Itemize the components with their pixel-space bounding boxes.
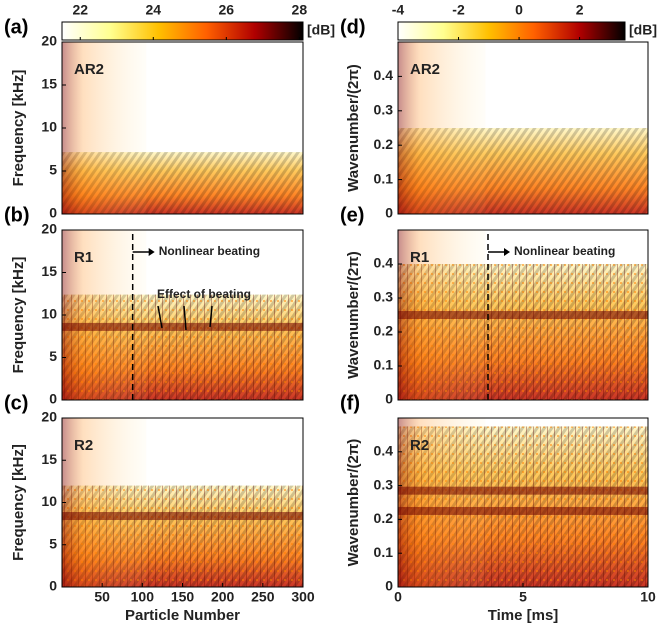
heatmap-onset <box>62 418 147 587</box>
colorbar-tick-label: -4 <box>392 2 405 18</box>
panel-letter: (c) <box>4 392 28 414</box>
panel-label: R1 <box>410 249 429 266</box>
colorbar-tick-label: -2 <box>452 2 465 18</box>
annotation-arrow <box>183 305 187 331</box>
y-tick-label: 15 <box>41 263 57 279</box>
y-tick-label: 0.3 <box>374 102 394 118</box>
colorbar-tick-label: 22 <box>72 2 88 18</box>
y-tick-label: 0 <box>49 391 57 407</box>
colorbar <box>397 21 626 41</box>
y-axis-label: Frequency [kHz] <box>10 70 27 187</box>
y-tick-label: 5 <box>49 535 57 551</box>
y-tick-label: 0 <box>49 578 57 594</box>
panel-letter: (e) <box>340 204 364 226</box>
x-tick-label: 5 <box>519 589 527 605</box>
y-tick-label: 5 <box>49 162 57 178</box>
panel-letter: (b) <box>4 204 30 226</box>
y-tick-label: 0 <box>385 205 393 221</box>
y-tick-label: 0.2 <box>374 510 394 526</box>
x-tick-label: 50 <box>94 589 110 605</box>
panel-label: R2 <box>410 437 429 454</box>
colorbar-tick-label: 28 <box>292 2 308 18</box>
y-tick-label: 0.2 <box>374 323 394 339</box>
y-tick-label: 0.1 <box>374 170 394 186</box>
panel-label: R2 <box>74 437 93 454</box>
y-tick-label: 10 <box>41 306 57 322</box>
annotation: Nonlinear beating <box>514 244 615 258</box>
annotation: Effect of beating <box>157 287 251 301</box>
y-tick-label: 0.2 <box>374 136 394 152</box>
heatmap-ridge <box>398 311 648 319</box>
x-axis-label: Particle Number <box>125 607 240 624</box>
plot-frame <box>397 229 649 401</box>
y-axis-label: Frequency [kHz] <box>10 444 27 561</box>
annotation: Nonlinear beating <box>159 244 260 258</box>
annotation-arrow <box>209 305 213 328</box>
panel-letter: (d) <box>340 16 366 38</box>
y-axis-label: Frequency [kHz] <box>10 257 27 374</box>
y-tick-label: 15 <box>41 451 57 467</box>
plot-frame <box>397 41 649 215</box>
y-tick-label: 0.1 <box>374 357 394 373</box>
colorbar <box>61 21 304 41</box>
y-axis-label: Wavenumber/(2π) <box>345 439 362 567</box>
y-tick-label: 5 <box>49 348 57 364</box>
arrow-head <box>148 248 155 256</box>
y-tick-label: 0.4 <box>374 67 394 83</box>
y-axis-label: Wavenumber/(2π) <box>345 64 362 192</box>
colorbar-unit: [dB] <box>629 22 657 38</box>
y-tick-label: 0.3 <box>374 476 394 492</box>
x-tick-label: 100 <box>131 589 155 605</box>
y-tick-label: 10 <box>41 493 57 509</box>
panel-label: AR2 <box>74 61 104 78</box>
annotation-arrow <box>157 305 163 329</box>
heatmap-ridge <box>62 512 303 521</box>
y-tick-label: 0.4 <box>374 255 394 271</box>
y-tick-label: 0.3 <box>374 289 394 305</box>
y-tick-label: 0 <box>385 391 393 407</box>
heatmap-onset <box>398 42 486 214</box>
panel-letter: (f) <box>340 392 360 414</box>
y-tick-label: 20 <box>41 221 57 237</box>
heatmap-ridge <box>398 486 648 495</box>
x-tick-label: 150 <box>171 589 195 605</box>
colorbar-unit: [dB] <box>307 22 335 38</box>
panel-label: AR2 <box>410 61 440 78</box>
panel-letter: (a) <box>4 16 28 38</box>
x-tick-label: 250 <box>251 589 275 605</box>
y-axis-label: Wavenumber/(2π) <box>345 251 362 379</box>
y-tick-label: 10 <box>41 119 57 135</box>
colorbar-tick-label: 24 <box>145 2 161 18</box>
panel-label: R1 <box>74 249 93 266</box>
x-axis-label: Time [ms] <box>488 607 559 624</box>
heatmap-onset <box>62 42 147 214</box>
arrow-head <box>504 248 510 256</box>
colorbar-tick-label: 2 <box>576 2 584 18</box>
y-tick-label: 0 <box>385 578 393 594</box>
heatmap-ridge <box>398 506 648 515</box>
y-tick-label: 15 <box>41 76 57 92</box>
y-tick-label: 20 <box>41 409 57 425</box>
x-tick-label: 300 <box>291 589 315 605</box>
x-tick-label: 0 <box>394 589 402 605</box>
x-tick-label: 200 <box>211 589 235 605</box>
y-tick-label: 20 <box>41 33 57 49</box>
y-tick-label: 0.1 <box>374 544 394 560</box>
heatmap-onset <box>398 418 486 587</box>
heatmap-ridge <box>62 322 303 331</box>
x-tick-label: 10 <box>640 589 656 605</box>
y-tick-label: 0.4 <box>374 443 394 459</box>
y-tick-label: 0 <box>49 205 57 221</box>
colorbar-tick-label: 26 <box>219 2 235 18</box>
colorbar-tick-label: 0 <box>515 2 523 18</box>
